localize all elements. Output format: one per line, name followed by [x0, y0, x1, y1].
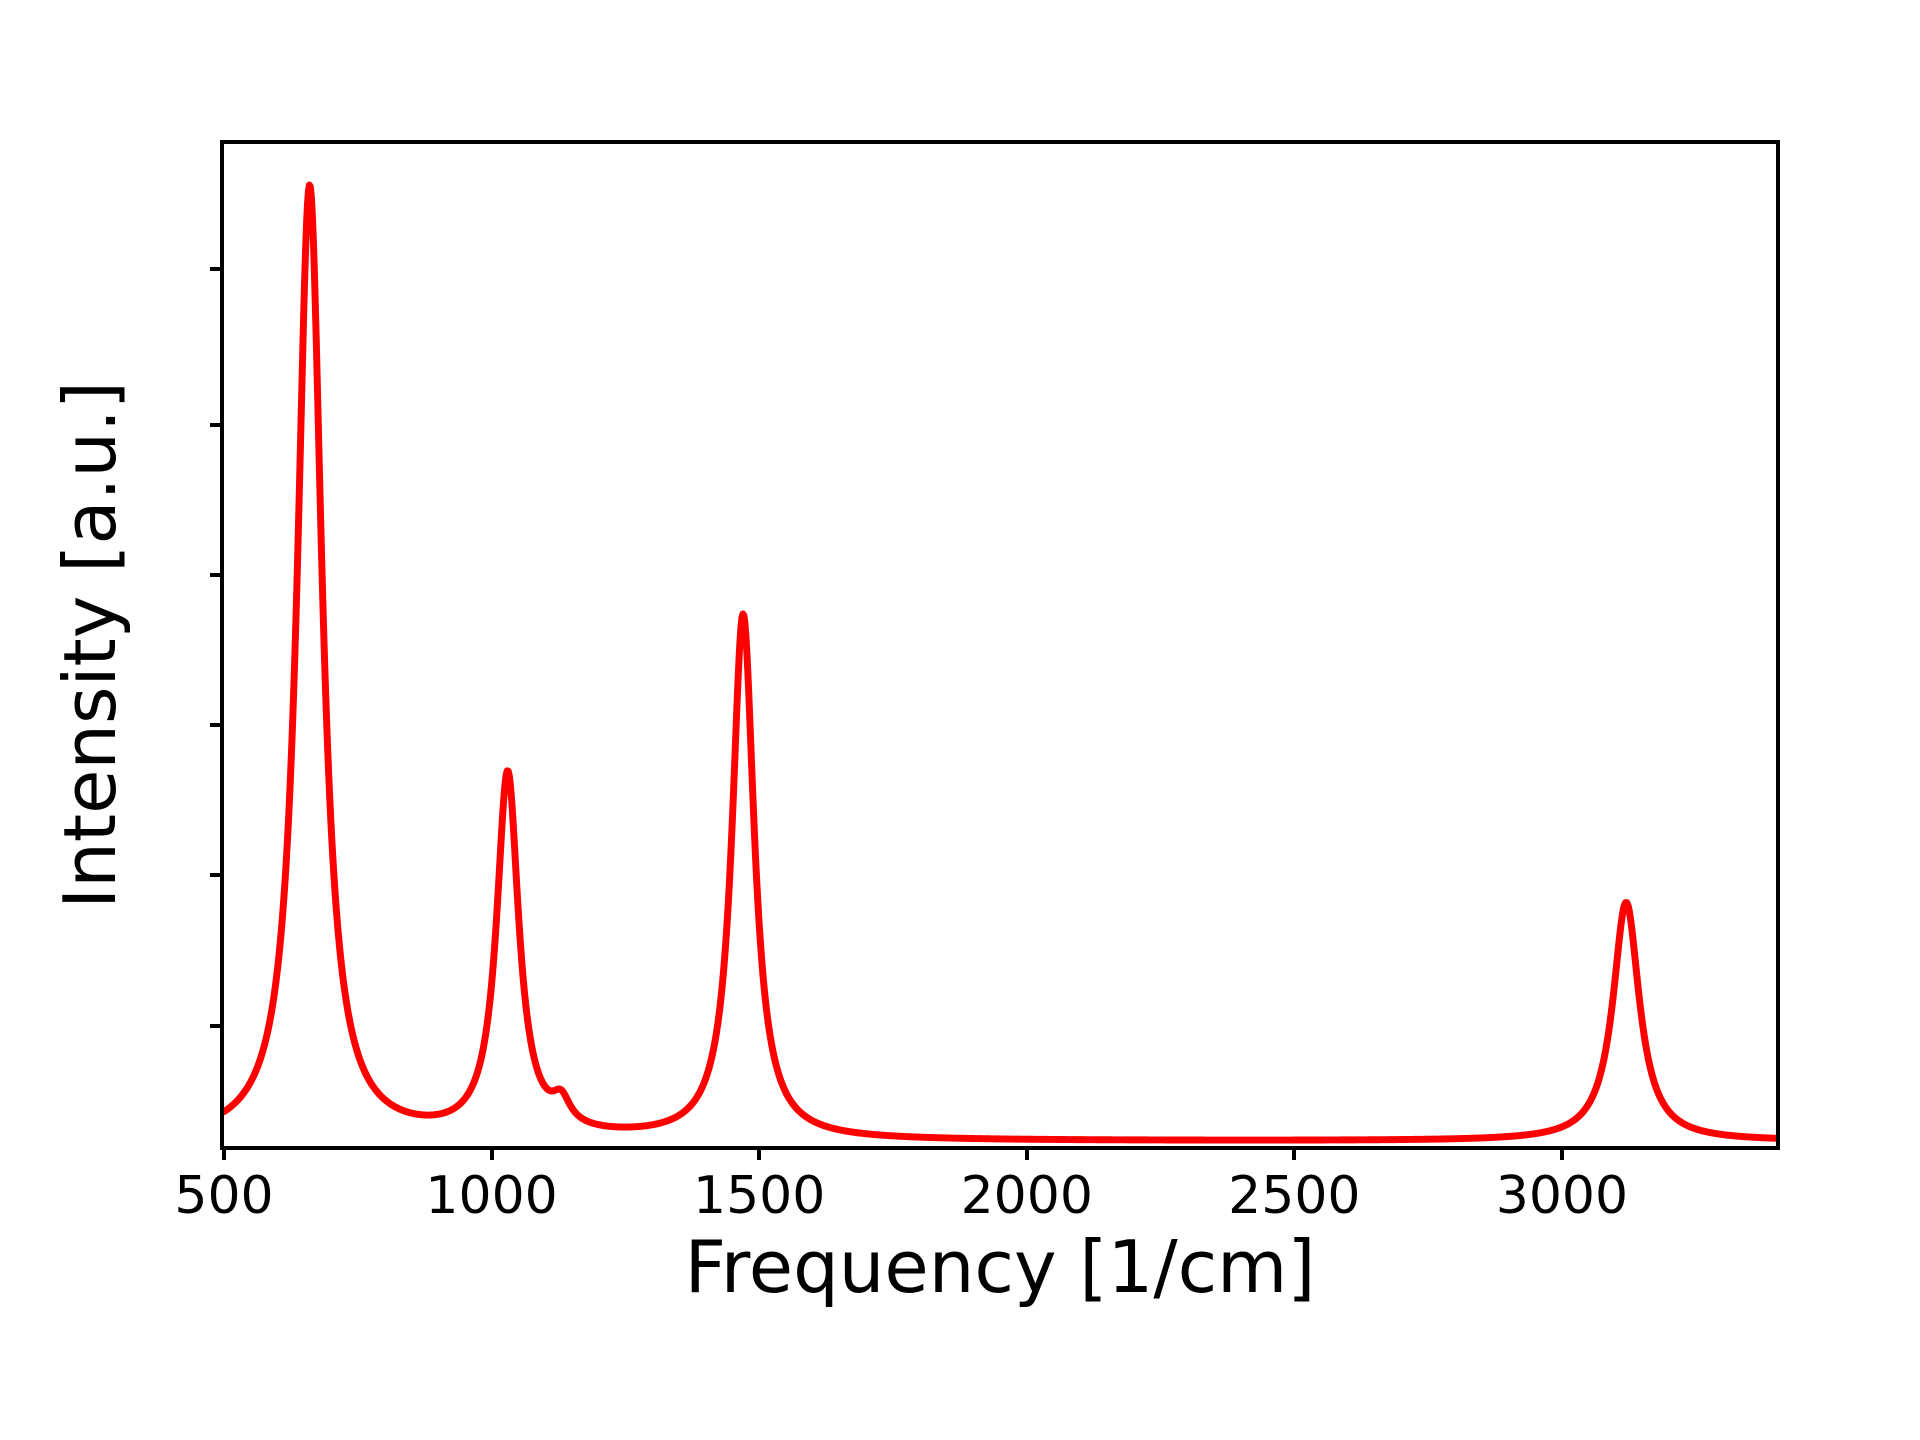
- x-axis-label: Frequency [1/cm]: [685, 1225, 1316, 1309]
- chart-container: 50010001500200025003000 Frequency [1/cm]…: [220, 140, 1780, 1150]
- x-tick: [1560, 1146, 1564, 1160]
- x-tick-label: 2500: [1228, 1166, 1360, 1226]
- x-tick-label: 1500: [693, 1166, 825, 1226]
- x-tick-label: 500: [174, 1166, 273, 1226]
- x-tick-label: 1000: [425, 1166, 557, 1226]
- y-axis-label: Intensity [a.u.]: [48, 381, 132, 909]
- y-tick: [210, 573, 224, 577]
- x-tick-label: 2000: [961, 1166, 1093, 1226]
- y-tick: [210, 267, 224, 271]
- y-tick: [210, 723, 224, 727]
- x-tick: [222, 1146, 226, 1160]
- x-tick-label: 3000: [1496, 1166, 1628, 1226]
- y-tick: [210, 423, 224, 427]
- x-tick: [757, 1146, 761, 1160]
- x-tick: [1025, 1146, 1029, 1160]
- y-tick: [210, 1024, 224, 1028]
- x-tick: [490, 1146, 494, 1160]
- spectrum-line: [224, 144, 1776, 1146]
- plot-area: 50010001500200025003000: [220, 140, 1780, 1150]
- y-tick: [210, 873, 224, 877]
- x-tick: [1292, 1146, 1296, 1160]
